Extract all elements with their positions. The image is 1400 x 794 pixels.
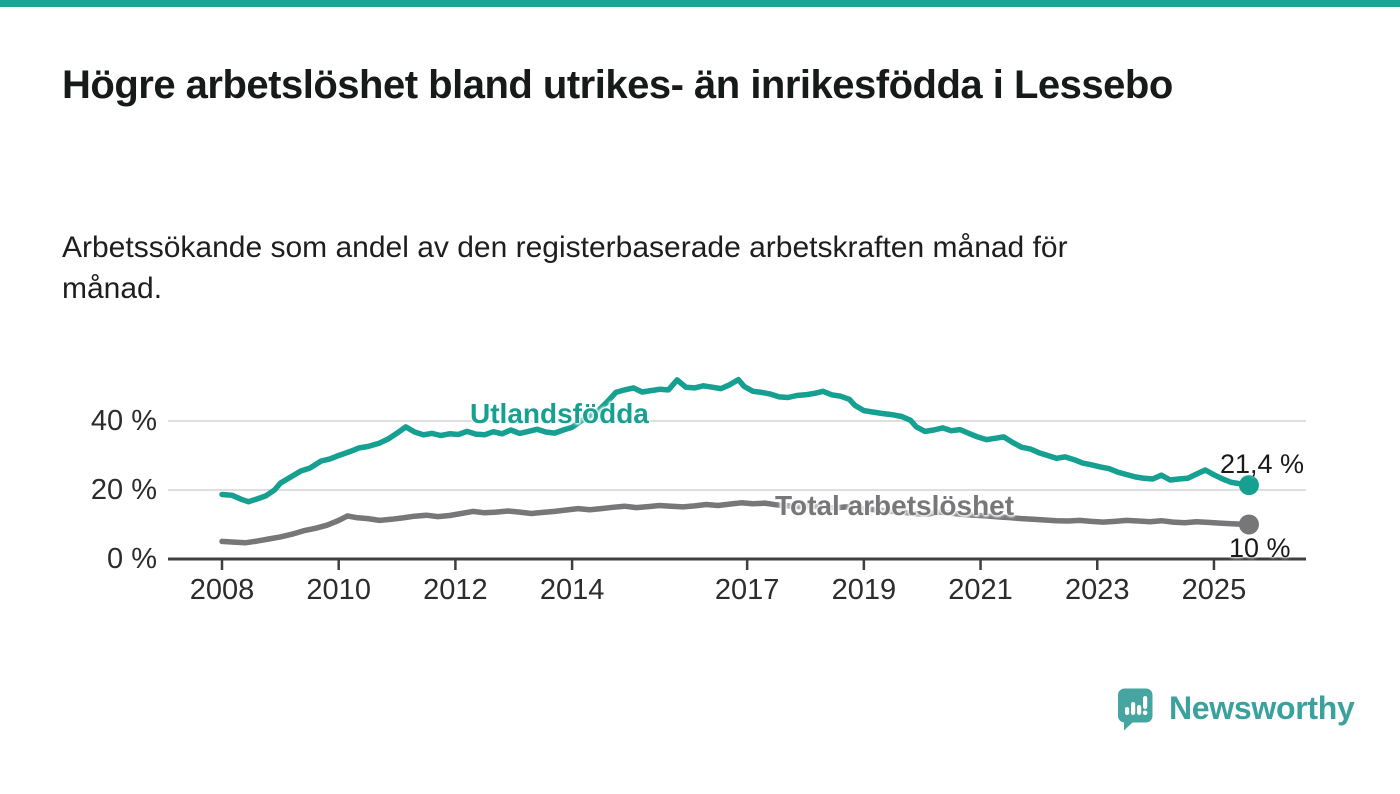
x-axis-label: 2023 [1064, 574, 1130, 606]
series-label-total-arbetsloshet: Total arbetslöshet [775, 490, 1015, 521]
newsworthy-logo-icon [1118, 688, 1153, 731]
series-label-utlandsfodda: Utlandsfödda [470, 398, 649, 429]
newsworthy-logo-text: Newsworthy [1169, 690, 1355, 726]
x-axis-label: 2019 [831, 574, 897, 606]
x-axis-label: 2010 [306, 574, 371, 606]
page-subtitle: Arbetssökande som andel av den registerb… [62, 231, 1068, 305]
x-axis-label: 2008 [189, 574, 255, 606]
newsworthy-logo: Newsworthy [1118, 688, 1355, 731]
end-value-total: 10 % [1229, 533, 1291, 563]
y-axis-label: 40 % [90, 405, 157, 437]
series-end-dot-utlandsfodda [1238, 475, 1259, 496]
series-end-dot-total [1238, 514, 1259, 535]
series-line-utlandsfodda [219, 376, 1252, 505]
end-value-utlandsfodda: 21,4 % [1220, 449, 1305, 479]
x-axis-label: 2012 [423, 574, 488, 606]
y-axis-label: 20 % [90, 474, 157, 506]
x-axis-label: 2017 [714, 574, 780, 606]
y-axis-label: 0 % [107, 543, 157, 575]
page-title: Högre arbetslöshet bland utrikes- än inr… [62, 63, 1173, 107]
brand-top-bar [0, 0, 1400, 7]
series-line-total [219, 500, 1252, 546]
x-axis-label: 2025 [1181, 574, 1247, 606]
x-axis-label: 2021 [948, 574, 1013, 606]
x-axis-label: 2014 [539, 574, 605, 606]
